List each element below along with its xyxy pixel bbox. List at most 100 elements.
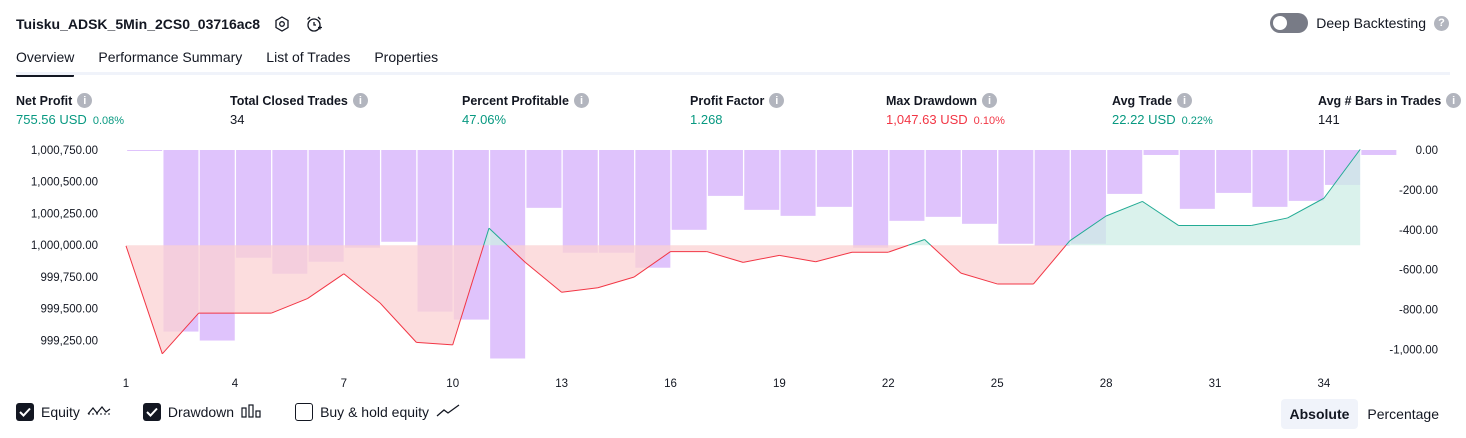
tab-list-of-trades[interactable]: List of Trades: [266, 49, 351, 65]
drawdown-bar: [127, 150, 163, 151]
info-icon[interactable]: i: [573, 93, 589, 108]
equity-line-segment: [1287, 197, 1325, 219]
equity-line-segment: [452, 245, 485, 346]
equity-line-segment: [924, 239, 932, 246]
metric-label: Max Drawdown: [886, 93, 977, 108]
drawdown-bar: [744, 150, 780, 210]
metric-label: Avg # Bars in Trades: [1318, 93, 1442, 108]
profit-area: [483, 149, 1361, 246]
bar-chart-icon: [241, 403, 263, 421]
metric-net-profit: Net Profit i 755.56 USD 0.08%: [16, 93, 124, 127]
drawdown-bar: [1252, 150, 1288, 207]
loss-area: [126, 245, 1067, 354]
drawdown-bar: [1288, 150, 1324, 201]
legend-buy-hold-equity[interactable]: Buy & hold equity: [295, 403, 460, 421]
deep-backtesting-toggle[interactable]: [1270, 13, 1309, 33]
equity-line-segment: [561, 287, 598, 293]
equity-line-icon: [87, 404, 111, 421]
equity-line-segment: [888, 244, 909, 253]
drawdown-bar: [1107, 150, 1143, 194]
metric-avg-bars-in-trades: Avg # Bars in Trades i 141: [1318, 93, 1462, 127]
metric-value: 22.22 USD: [1112, 112, 1176, 127]
drawdown-bar: [925, 150, 961, 217]
drawdown-bar: [1361, 150, 1397, 155]
metric-percent-profitable: Percent Profitable i 47.06%: [462, 93, 589, 127]
equity-line-segment: [524, 261, 562, 293]
metric-value: 755.56 USD: [16, 112, 87, 127]
x-axis-tick-label: 22: [882, 378, 895, 390]
legend-equity[interactable]: Equity: [16, 403, 111, 421]
help-icon[interactable]: ?: [1434, 15, 1449, 31]
left-axis-tick-label: 1,000,000.00: [31, 240, 98, 252]
x-axis-tick-label: 28: [1100, 378, 1113, 390]
right-axis-tick-label: -200.00: [1399, 185, 1438, 197]
drawdown-bar: [962, 150, 998, 224]
x-axis-tick-label: 4: [232, 378, 239, 390]
x-axis-tick-label: 25: [991, 378, 1004, 390]
x-axis-tick-label: 1: [123, 378, 129, 390]
drawdown-bar: [562, 150, 598, 253]
drawdown-bar: [998, 150, 1034, 244]
drawdown-bar: [853, 150, 889, 248]
alarm-clock-icon[interactable]: [304, 14, 324, 34]
drawdown-bar: [889, 150, 925, 221]
metric-label: Avg Trade: [1112, 93, 1172, 108]
info-icon[interactable]: i: [352, 93, 368, 108]
drawdown-bar: [526, 150, 562, 208]
right-axis-tick-label: -600.00: [1399, 265, 1438, 277]
x-axis-tick-label: 19: [773, 378, 786, 390]
info-icon[interactable]: i: [1176, 93, 1192, 108]
left-axis-tick-label: 999,250.00: [40, 335, 98, 347]
scale-toggle: Absolute Percentage: [1280, 399, 1449, 429]
right-axis-tick-label: -1,000.00: [1389, 345, 1438, 357]
equity-line-segment: [125, 245, 163, 354]
equity-line-segment: [483, 227, 490, 246]
settings-icon[interactable]: [272, 14, 292, 34]
drawdown-bar: [1143, 150, 1179, 155]
tab-performance-summary[interactable]: Performance Summary: [98, 49, 243, 65]
tab-overview[interactable]: Overview: [16, 46, 75, 77]
tab-divider: [16, 72, 1450, 75]
metric-value: 1,047.63 USD: [886, 112, 968, 127]
metric-label: Percent Profitable: [462, 93, 569, 108]
equity-line-segment: [506, 244, 526, 263]
info-icon[interactable]: i: [982, 93, 997, 108]
equity-line-segment: [1065, 240, 1071, 246]
equity-line-segment: [416, 341, 453, 346]
checkbox-checked-icon[interactable]: [142, 403, 161, 421]
metric-value: 1.268: [690, 112, 723, 127]
equity-line-segment: [1105, 200, 1143, 217]
metric-percent: 0.08%: [92, 115, 125, 127]
left-axis-tick-label: 1,000,500.00: [31, 177, 98, 189]
info-icon[interactable]: i: [1446, 93, 1462, 108]
x-axis-tick-label: 10: [446, 378, 459, 390]
drawdown-bar: [1179, 150, 1215, 209]
metric-profit-factor: Profit Factor i 1.268: [690, 93, 785, 127]
x-axis-tick-label: 16: [664, 378, 677, 390]
drawdown-bar: [344, 150, 380, 248]
drawdown-bar: [308, 150, 344, 262]
checkbox-unchecked-icon[interactable]: [295, 403, 314, 421]
metric-value: 141: [1318, 112, 1340, 127]
equity-line-segment: [161, 312, 199, 355]
info-icon[interactable]: i: [77, 93, 93, 108]
equity-line-segment: [908, 239, 925, 246]
strategy-header: Tuisku_ADSK_5Min_2CS0_03716ac8: [16, 10, 324, 38]
equity-line-segment: [379, 302, 417, 343]
equity-drawdown-chart: 1,000,750.00 1,000,500.00 1,000,250.00 1,00…: [31, 145, 1438, 390]
equity-line-segment: [1033, 244, 1067, 285]
drawdown-bar: [236, 150, 272, 258]
equity-line-segment: [960, 272, 998, 285]
equity-line-segment: [307, 273, 345, 299]
strategy-title: Tuisku_ADSK_5Min_2CS0_03716ac8: [16, 16, 261, 32]
metric-label: Net Profit: [16, 93, 73, 108]
percentage-button[interactable]: Percentage: [1367, 406, 1439, 422]
legend-drawdown[interactable]: Drawdown: [142, 403, 263, 421]
equity-line-segment: [343, 273, 381, 304]
checkbox-checked-icon[interactable]: [16, 403, 34, 421]
metric-label: Total Closed Trades: [230, 93, 348, 108]
info-icon[interactable]: i: [769, 93, 785, 108]
absolute-button[interactable]: Absolute: [1280, 399, 1359, 429]
metric-total-closed-trades: Total Closed Trades i 34: [230, 93, 368, 127]
tab-properties[interactable]: Properties: [374, 49, 439, 65]
